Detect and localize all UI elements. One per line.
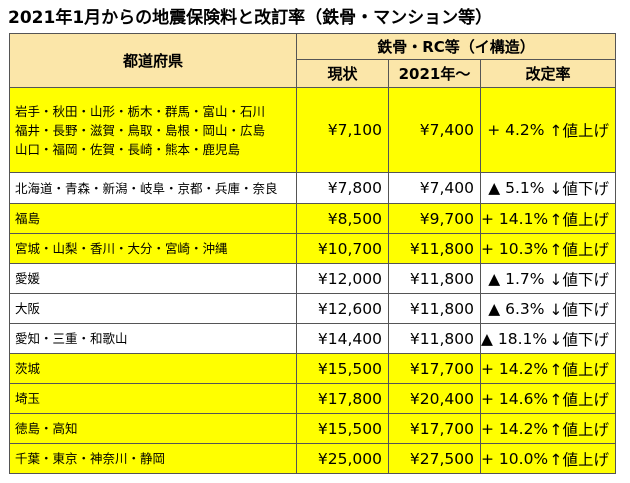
table-row: 茨城 ¥15,500 ¥17,700 + 14.2% ↑値上げ [9, 353, 616, 384]
cell-direction: ↑値上げ [548, 413, 616, 444]
cell-new-premium: ¥11,800 [388, 263, 481, 294]
cell-new-premium: ¥20,400 [388, 383, 481, 414]
table-row: 埼玉 ¥17,800 ¥20,400 + 14.6% ↑値上げ [9, 383, 616, 414]
header-rate: 改定率 [480, 59, 616, 88]
premium-table: 都道府県 鉄骨・RC等（イ構造） 現状 2021年～ 改定率 岩手・秋田・山形・… [9, 33, 616, 474]
cell-new-premium: ¥7,400 [388, 172, 481, 204]
table-row: 岩手・秋田・山形・栃木・群馬・富山・石川 福井・長野・滋賀・鳥取・島根・岡山・広島… [9, 87, 616, 173]
prefecture-line: 大阪 [15, 301, 41, 316]
table-row: 徳島・高知 ¥15,500 ¥17,700 + 14.2% ↑値上げ [9, 413, 616, 444]
cell-change-rate: ▲ 5.1% [480, 172, 549, 204]
cell-new-premium: ¥17,700 [388, 413, 481, 444]
cell-prefectures: 徳島・高知 [9, 413, 297, 444]
prefecture-line: 千葉・東京・神奈川・静岡 [15, 451, 166, 466]
cell-change-rate: + 14.6% [480, 383, 549, 414]
page-title: 2021年1月からの地震保険料と改訂率（鉄骨・マンション等） [8, 8, 493, 28]
cell-change-rate: ▲ 18.1% [480, 323, 549, 354]
header-prefecture: 都道府県 [9, 33, 297, 88]
cell-prefectures: 岩手・秋田・山形・栃木・群馬・富山・石川 福井・長野・滋賀・鳥取・島根・岡山・広島… [9, 87, 297, 173]
cell-current-premium: ¥14,400 [296, 323, 389, 354]
table-body: 岩手・秋田・山形・栃木・群馬・富山・石川 福井・長野・滋賀・鳥取・島根・岡山・広島… [9, 87, 616, 474]
header-structure-group: 鉄骨・RC等（イ構造） [296, 33, 616, 60]
cell-new-premium: ¥11,800 [388, 233, 481, 264]
header-2021: 2021年～ [388, 59, 481, 88]
cell-current-premium: ¥12,600 [296, 293, 389, 324]
prefecture-line: 福井・長野・滋賀・鳥取・島根・岡山・広島 [15, 122, 266, 138]
cell-direction: ↑値上げ [548, 383, 616, 414]
cell-direction: ↓値下げ [548, 323, 616, 354]
table-row: 大阪 ¥12,600 ¥11,800 ▲ 6.3% ↓値下げ [9, 293, 616, 324]
cell-direction: ↓値下げ [548, 263, 616, 294]
prefecture-line: 埼玉 [15, 391, 41, 406]
cell-current-premium: ¥10,700 [296, 233, 389, 264]
prefecture-line: 岩手・秋田・山形・栃木・群馬・富山・石川 [15, 103, 266, 119]
cell-current-premium: ¥8,500 [296, 203, 389, 234]
cell-current-premium: ¥15,500 [296, 353, 389, 384]
cell-direction: ↓値下げ [548, 293, 616, 324]
table-row: 愛媛 ¥12,000 ¥11,800 ▲ 1.7% ↓値下げ [9, 263, 616, 294]
cell-change-rate: ▲ 1.7% [480, 263, 549, 294]
cell-prefectures: 福島 [9, 203, 297, 234]
cell-prefectures: 愛知・三重・和歌山 [9, 323, 297, 354]
cell-direction: ↑値上げ [548, 443, 616, 474]
cell-prefectures: 千葉・東京・神奈川・静岡 [9, 443, 297, 474]
cell-current-premium: ¥7,100 [296, 87, 389, 173]
cell-change-rate: ▲ 6.3% [480, 293, 549, 324]
cell-new-premium: ¥17,700 [388, 353, 481, 384]
cell-direction: ↓値下げ [548, 172, 616, 204]
cell-new-premium: ¥7,400 [388, 87, 481, 173]
prefecture-line: 徳島・高知 [15, 421, 78, 436]
prefecture-line: 茨城 [15, 361, 41, 376]
table-row: 愛知・三重・和歌山 ¥14,400 ¥11,800 ▲ 18.1% ↓値下げ [9, 323, 616, 354]
cell-direction: ↑値上げ [548, 203, 616, 234]
table-row: 福島 ¥8,500 ¥9,700 + 14.1% ↑値上げ [9, 203, 616, 234]
cell-current-premium: ¥17,800 [296, 383, 389, 414]
prefecture-line: 愛媛 [15, 271, 41, 286]
cell-prefectures: 埼玉 [9, 383, 297, 414]
cell-new-premium: ¥9,700 [388, 203, 481, 234]
cell-current-premium: ¥7,800 [296, 172, 389, 204]
header-current: 現状 [296, 59, 389, 88]
cell-direction: ↑値上げ [548, 353, 616, 384]
cell-new-premium: ¥11,800 [388, 323, 481, 354]
cell-prefectures: 茨城 [9, 353, 297, 384]
cell-change-rate: + 14.2% [480, 413, 549, 444]
cell-prefectures: 宮城・山梨・香川・大分・宮崎・沖縄 [9, 233, 297, 264]
cell-direction: ↑値上げ [548, 87, 616, 173]
cell-change-rate: + 10.0% [480, 443, 549, 474]
prefecture-line: 福島 [15, 211, 41, 226]
cell-prefectures: 大阪 [9, 293, 297, 324]
cell-new-premium: ¥27,500 [388, 443, 481, 474]
prefecture-line: 愛知・三重・和歌山 [15, 331, 128, 346]
cell-current-premium: ¥15,500 [296, 413, 389, 444]
cell-prefectures: 愛媛 [9, 263, 297, 294]
cell-prefectures: 北海道・青森・新潟・岐阜・京都・兵庫・奈良 [9, 172, 297, 204]
cell-new-premium: ¥11,800 [388, 293, 481, 324]
prefecture-line: 山口・福岡・佐賀・長崎・熊本・鹿児島 [15, 141, 241, 157]
cell-current-premium: ¥25,000 [296, 443, 389, 474]
prefecture-line: 宮城・山梨・香川・大分・宮崎・沖縄 [15, 241, 228, 256]
prefecture-line: 北海道・青森・新潟・岐阜・京都・兵庫・奈良 [15, 180, 278, 196]
table-row: 千葉・東京・神奈川・静岡 ¥25,000 ¥27,500 + 10.0% ↑値上げ [9, 443, 616, 474]
cell-direction: ↑値上げ [548, 233, 616, 264]
table-row: 北海道・青森・新潟・岐阜・京都・兵庫・奈良 ¥7,800 ¥7,400 ▲ 5.1% ↓… [9, 172, 616, 204]
cell-current-premium: ¥12,000 [296, 263, 389, 294]
cell-change-rate: + 10.3% [480, 233, 549, 264]
cell-change-rate: + 4.2% [480, 87, 549, 173]
cell-change-rate: + 14.2% [480, 353, 549, 384]
table-row: 宮城・山梨・香川・大分・宮崎・沖縄 ¥10,700 ¥11,800 + 10.3% ↑値… [9, 233, 616, 264]
cell-change-rate: + 14.1% [480, 203, 549, 234]
